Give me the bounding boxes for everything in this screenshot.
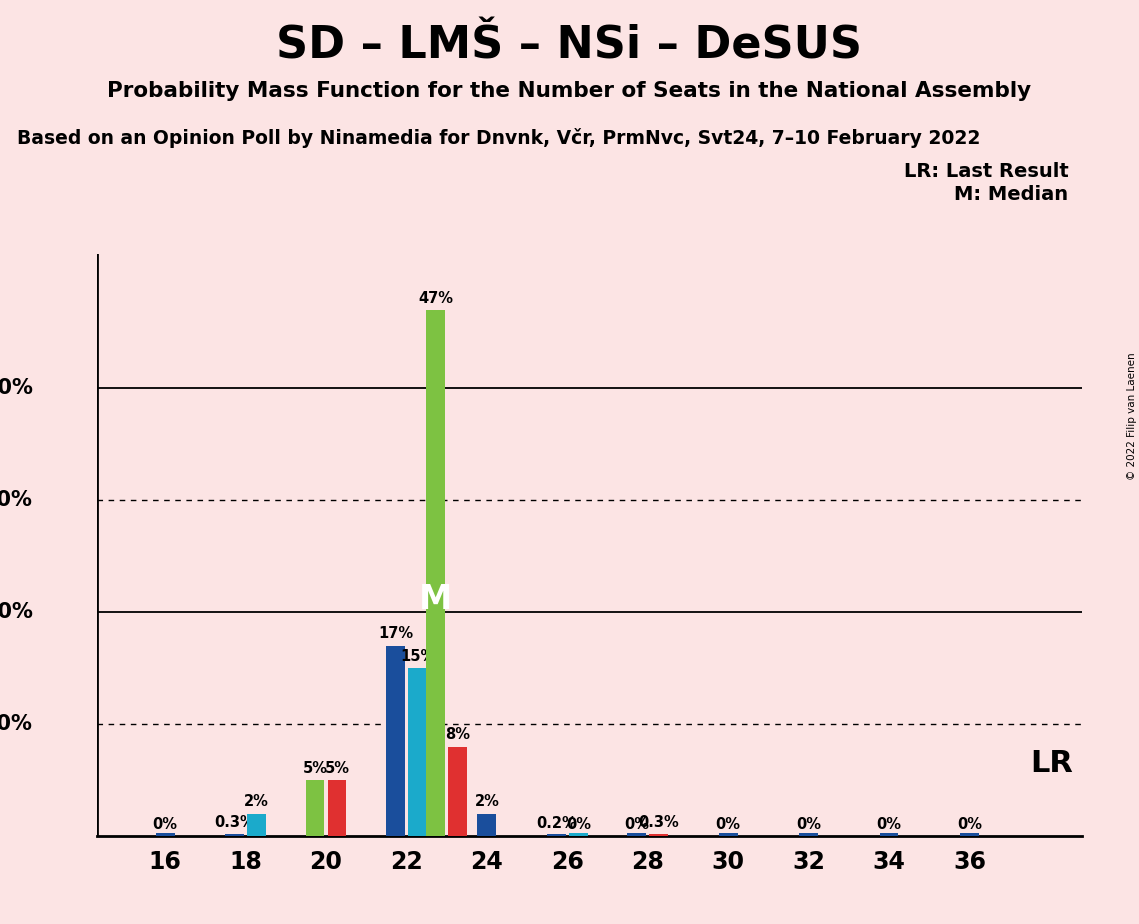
Text: 5%: 5%: [303, 760, 328, 776]
Bar: [547, 834, 566, 836]
Bar: [477, 814, 497, 836]
Text: Probability Mass Function for the Number of Seats in the National Assembly: Probability Mass Function for the Number…: [107, 81, 1032, 102]
Bar: [879, 833, 899, 836]
Bar: [386, 646, 404, 836]
Text: 40%: 40%: [0, 379, 33, 398]
Text: 0.2%: 0.2%: [535, 816, 576, 831]
Text: 30%: 30%: [0, 491, 33, 510]
Text: 17%: 17%: [378, 626, 413, 641]
Text: 10%: 10%: [0, 714, 33, 735]
Text: 0.3%: 0.3%: [214, 815, 255, 830]
Text: 0%: 0%: [957, 818, 982, 833]
Text: SD – LMŠ – NSi – DeSUS: SD – LMŠ – NSi – DeSUS: [277, 25, 862, 68]
Text: © 2022 Filip van Laenen: © 2022 Filip van Laenen: [1126, 352, 1137, 480]
Bar: [449, 747, 467, 836]
Bar: [247, 814, 267, 836]
Text: 2%: 2%: [244, 795, 269, 809]
Bar: [328, 780, 346, 836]
Bar: [156, 833, 174, 836]
Text: 0%: 0%: [715, 818, 740, 833]
Bar: [719, 833, 738, 836]
Text: LR: LR: [1030, 749, 1073, 778]
Bar: [305, 780, 325, 836]
Bar: [800, 833, 818, 836]
Bar: [649, 833, 669, 836]
Bar: [570, 833, 588, 836]
Bar: [408, 668, 427, 836]
Text: LR: Last Result: LR: Last Result: [903, 162, 1068, 181]
Text: 20%: 20%: [0, 602, 33, 623]
Bar: [426, 310, 445, 836]
Text: Based on an Opinion Poll by Ninamedia for Dnvnk, Včr, PrmNvc, Svt24, 7–10 Februa: Based on an Opinion Poll by Ninamedia fo…: [17, 128, 981, 148]
Text: 0%: 0%: [877, 818, 902, 833]
Text: 15%: 15%: [400, 649, 435, 663]
Text: 0%: 0%: [153, 818, 178, 833]
Text: 0.3%: 0.3%: [639, 815, 679, 830]
Bar: [628, 833, 646, 836]
Bar: [226, 833, 244, 836]
Text: 0%: 0%: [796, 818, 821, 833]
Text: 2%: 2%: [475, 795, 499, 809]
Text: M: M: [419, 583, 452, 616]
Text: M: Median: M: Median: [954, 185, 1068, 204]
Text: 0%: 0%: [566, 818, 591, 833]
Text: 8%: 8%: [445, 727, 470, 742]
Text: 0%: 0%: [624, 818, 649, 833]
Text: 5%: 5%: [325, 760, 350, 776]
Text: 47%: 47%: [418, 290, 453, 306]
Bar: [960, 833, 978, 836]
